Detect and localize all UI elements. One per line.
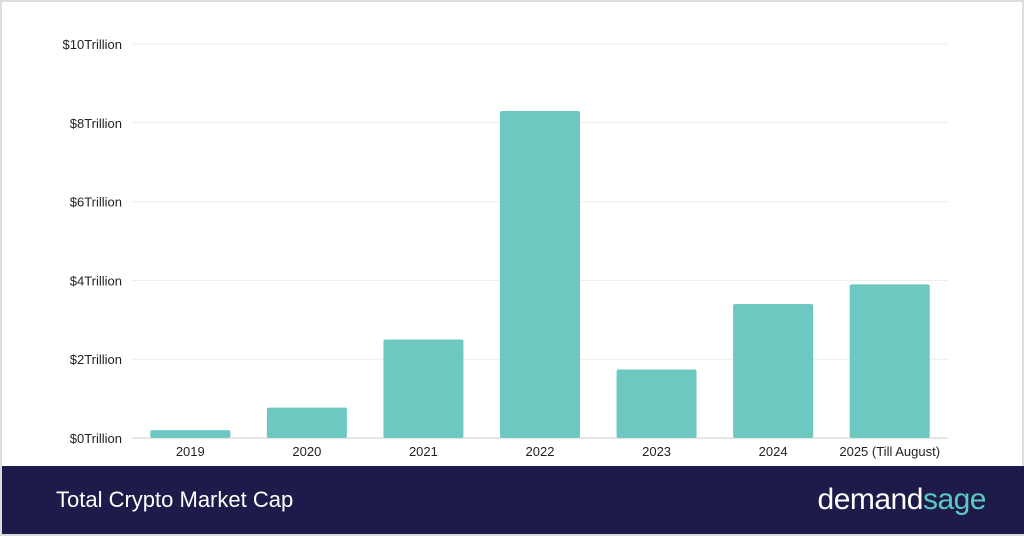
bar-2025 xyxy=(849,284,930,438)
logo-text-demand: demand xyxy=(817,483,924,516)
demandsage-logo: demandsage xyxy=(817,483,987,517)
x-tick-label: 2024 xyxy=(759,444,788,459)
bars xyxy=(150,110,930,438)
y-tick-label: $4Trillion xyxy=(70,273,122,288)
footer-banner: Total Crypto Market Cap demandsage xyxy=(2,466,1024,534)
x-tick-label: 2023 xyxy=(642,444,671,459)
bar-2021 xyxy=(383,339,464,438)
y-tick-label: $2Trillion xyxy=(70,352,122,367)
y-tick-label: $10Trillion xyxy=(63,37,123,52)
y-tick-label: $8Trillion xyxy=(70,116,122,131)
chart-title: Total Crypto Market Cap xyxy=(56,487,294,512)
x-tick-label: 2021 xyxy=(409,444,438,459)
logo-text-sage: sage xyxy=(922,483,987,516)
x-tick-label: 2020 xyxy=(292,444,321,459)
y-axis-ticks: $0Trillion $2Trillion $4Trillion $6Trillion… xyxy=(63,37,123,446)
y-tick-label: $0Trillion xyxy=(70,431,122,446)
bar-2024 xyxy=(733,304,814,438)
y-tick-label: $6Trillion xyxy=(70,195,122,210)
bar-2020 xyxy=(266,407,347,438)
x-tick-label: 2025 (Till August) xyxy=(839,444,940,459)
bar-chart: $0Trillion $2Trillion $4Trillion $6Trillion… xyxy=(63,37,948,459)
x-tick-label: 2019 xyxy=(176,444,205,459)
x-tick-label: 2022 xyxy=(526,444,555,459)
bar-2023 xyxy=(616,369,697,438)
bar-2019 xyxy=(150,430,231,438)
x-axis-ticks: 2019 2020 2021 2022 2023 2024 2025 (Till Augus… xyxy=(176,444,940,459)
bar-2022 xyxy=(500,110,580,438)
